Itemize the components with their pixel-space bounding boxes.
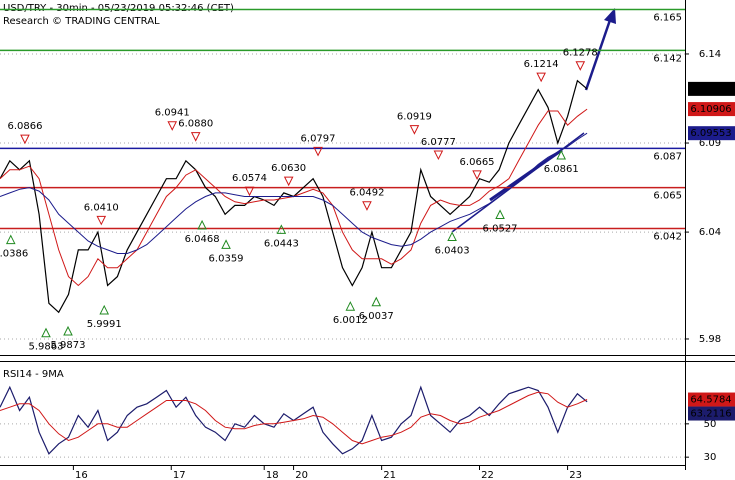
high-marker	[167, 121, 178, 131]
low-marker	[41, 327, 51, 338]
last-value-box	[688, 102, 735, 117]
x-tick-label: 17	[173, 470, 186, 480]
high-marker	[536, 72, 546, 83]
pivot-label: 6.0574	[232, 173, 267, 184]
high-marker	[575, 61, 586, 71]
y-tick-label: 5.98	[699, 334, 721, 345]
pivot-label: 6.0410	[84, 202, 119, 213]
y-tick-label: 6.14	[699, 49, 721, 60]
high-marker	[190, 132, 201, 142]
pivot-label: 6.0492	[349, 188, 384, 199]
level-label: 6.165	[653, 12, 682, 23]
last-value-box	[688, 126, 735, 141]
pivot-label: 6.0665	[460, 157, 495, 168]
pivot-label: 6.0527	[483, 223, 518, 234]
level-label: 6.042	[653, 232, 682, 243]
low-marker	[63, 325, 73, 336]
last-value-label: 6.09553	[690, 128, 731, 139]
low-marker	[5, 234, 16, 245]
pivot-label: 5.9873	[51, 340, 86, 351]
high-marker	[20, 134, 30, 145]
pivot-label: 6.0919	[397, 112, 432, 123]
rsi-title: RSI14 - 9MA	[3, 369, 64, 380]
pivot-label: 6.1214	[524, 59, 559, 70]
low-marker	[556, 149, 567, 160]
pivot-label: 6.1278	[563, 48, 598, 59]
last-value-label: 64.5784	[690, 395, 731, 406]
low-marker	[276, 224, 287, 234]
y-tick-label: 30	[704, 452, 717, 463]
last-value-box	[688, 392, 735, 407]
chart-subtitle: Research © TRADING CENTRAL	[3, 16, 160, 27]
pivot-label: 6.0861	[544, 164, 579, 175]
series-line	[0, 391, 588, 445]
x-tick-label: 21	[383, 470, 396, 480]
pivot-label: 6.0386	[0, 249, 28, 260]
pivot-label: 6.0797	[301, 133, 336, 144]
pivot-label: 5.9991	[87, 319, 122, 330]
high-marker	[244, 186, 255, 197]
low-marker	[221, 239, 231, 249]
pivot-label: 6.0359	[209, 253, 244, 264]
pivot-label: 5.9863	[28, 342, 63, 353]
low-marker	[345, 301, 356, 311]
x-tick-label: 23	[569, 470, 582, 480]
low-marker	[447, 231, 457, 242]
last-value-label: 6.1204	[694, 84, 729, 95]
level-label: 6.087	[653, 151, 682, 162]
y-tick-label: 6.04	[699, 227, 721, 238]
low-marker	[197, 219, 207, 230]
high-marker	[433, 150, 444, 161]
high-marker	[313, 146, 323, 157]
y-tick-label: 6.09	[699, 138, 721, 149]
level-label: 6.065	[653, 191, 682, 202]
x-tick-label: 18	[266, 470, 279, 480]
x-tick-label: 20	[295, 470, 308, 480]
last-value-box	[688, 406, 735, 421]
pivot-label: 6.0037	[359, 311, 394, 322]
pivot-label: 6.0866	[7, 121, 42, 132]
x-tick-label: 22	[481, 470, 494, 480]
pivot-label: 6.0403	[435, 246, 470, 257]
pivot-label: 6.0630	[271, 163, 306, 174]
high-marker	[96, 215, 107, 226]
pivot-label: 6.0012	[333, 315, 368, 326]
high-marker	[409, 125, 420, 135]
last-value-label: 6.10906	[690, 104, 731, 115]
low-marker	[371, 296, 382, 307]
pivot-label: 6.0880	[178, 119, 213, 130]
pivot-label: 6.0941	[155, 108, 190, 119]
x-tick-label: 16	[75, 470, 88, 480]
last-value-label: 63.2116	[690, 409, 731, 420]
low-marker	[495, 209, 505, 219]
high-marker	[472, 170, 482, 181]
pivot-label: 6.0443	[264, 238, 299, 249]
high-marker	[362, 201, 372, 211]
chart-title: USD/TRY - 30min - 05/23/2019 05:32:46 (C…	[3, 3, 234, 14]
level-label: 6.142	[653, 53, 682, 64]
forecast-arrow	[584, 19, 612, 91]
series-line	[0, 132, 588, 254]
pivot-label: 6.0468	[185, 234, 220, 245]
y-tick-label: 50	[704, 419, 717, 430]
low-marker	[99, 304, 110, 315]
pivot-label: 6.0777	[421, 137, 456, 148]
last-value-box	[688, 81, 735, 96]
high-marker	[283, 176, 294, 187]
arrow-head	[604, 8, 616, 24]
